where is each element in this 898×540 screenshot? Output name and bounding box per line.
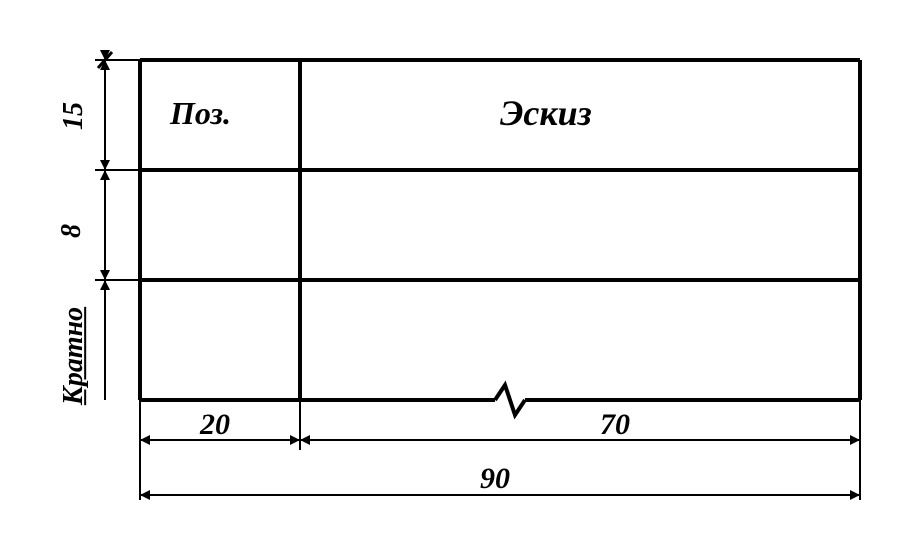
arrowhead-r2-up	[100, 270, 110, 280]
dim-label-70: 70	[600, 408, 630, 442]
arrowhead-r2-down	[100, 280, 110, 290]
arr-90-right	[850, 490, 860, 500]
drawing-svg	[20, 20, 880, 520]
break-mark	[495, 385, 525, 415]
header-col2-label: Эскиз	[500, 92, 592, 134]
arr-70-left	[300, 435, 310, 445]
dim-label-90: 90	[480, 462, 510, 496]
dim-label-20: 20	[200, 408, 230, 442]
arrowhead-r1-up	[100, 160, 110, 170]
arrowhead-r1-down	[100, 170, 110, 180]
arr-20-left	[140, 435, 150, 445]
arr-90-left	[140, 490, 150, 500]
dim-label-8: 8	[56, 224, 88, 238]
dim-label-15: 15	[58, 102, 90, 130]
dim-label-kratno: Кратно	[58, 307, 90, 405]
arr-20-right	[290, 435, 300, 445]
arr-70-right	[850, 435, 860, 445]
technical-drawing: Поз. Эскиз 15 8 Кратно 20 70 90	[20, 20, 880, 520]
header-col1-label: Поз.	[170, 95, 231, 132]
